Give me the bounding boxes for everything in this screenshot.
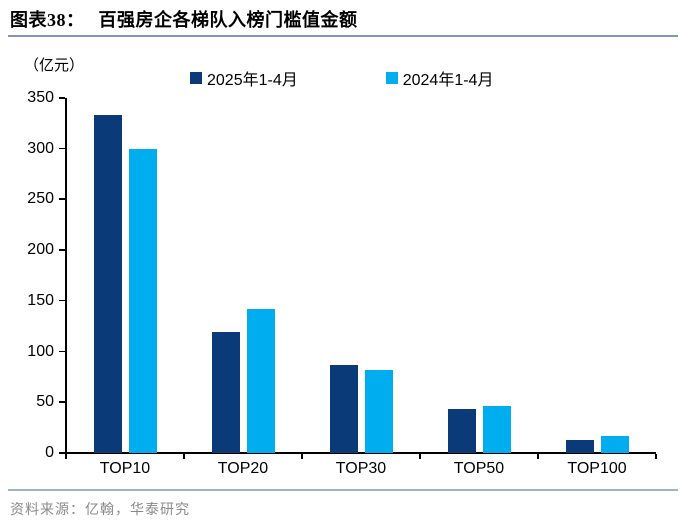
x-axis-label-top20: TOP20	[217, 460, 269, 477]
x-axis-tick	[301, 454, 303, 459]
y-axis-tick	[59, 198, 65, 200]
legend-label: 2024年1-4月	[402, 72, 494, 89]
x-axis-label-top50: TOP50	[453, 460, 505, 477]
figure-title: 百强房企各梯队入榜门槛值金额	[98, 10, 358, 30]
y-axis-tick	[59, 401, 65, 403]
x-axis-tick	[183, 454, 185, 459]
y-axis	[65, 98, 67, 453]
legend: 2025年1-4月 2024年1-4月	[190, 66, 493, 90]
y-axis-tick	[59, 249, 65, 251]
legend-swatch-icon	[190, 72, 202, 84]
y-axis-tick-label: 350	[27, 89, 54, 106]
x-axis-tick	[655, 454, 657, 459]
y-axis-unit-label: （亿元）	[24, 57, 85, 74]
source-note: 资料来源：亿翰，华泰研究	[10, 503, 190, 518]
bottom-divider	[8, 489, 678, 491]
bar-top30-2025	[329, 364, 358, 453]
x-axis-tick	[537, 454, 539, 459]
y-axis-tick	[59, 452, 65, 454]
y-axis-tick-label: 100	[27, 342, 54, 360]
chart-area: （亿元） 2025年1-4月 2024年1-4月 0 50 100 150 200 250 3…	[0, 40, 700, 489]
x-axis-label-top30: TOP30	[335, 460, 387, 477]
figure-number-label: 图表38：	[10, 10, 85, 30]
y-axis-tick	[59, 97, 65, 99]
y-axis-tick-label: 50	[36, 393, 54, 411]
y-axis-tick-label: 200	[27, 241, 54, 259]
legend-item-2024: 2024年1-4月	[385, 66, 494, 90]
bar-top10-2024	[128, 148, 157, 453]
figure-title-row: 图表38： 百强房企各梯队入榜门槛值金额	[10, 6, 690, 32]
bar-top50-2025	[447, 409, 476, 453]
bar-top30-2024	[364, 369, 393, 453]
y-axis-tick-label: 250	[27, 190, 54, 208]
legend-label: 2025年1-4月	[207, 72, 298, 89]
bar-top20-2025	[211, 332, 240, 453]
x-axis-tick	[65, 454, 67, 459]
y-axis-tick-label: 0	[45, 444, 54, 461]
bar-top100-2025	[565, 439, 594, 453]
y-axis-tick-label: 150	[27, 291, 54, 309]
title-divider	[8, 35, 678, 37]
y-axis-tick-label: 300	[27, 139, 54, 157]
x-axis-label-top100: TOP100	[567, 460, 627, 477]
legend-item-2025: 2025年1-4月	[190, 66, 298, 90]
x-axis-label-top10: TOP10	[99, 460, 151, 477]
x-axis-tick	[419, 454, 421, 459]
bar-top10-2025	[93, 115, 122, 453]
bar-top100-2024	[600, 435, 629, 453]
legend-swatch-icon	[385, 72, 398, 84]
y-axis-tick	[59, 299, 65, 302]
bar-top20-2024	[246, 308, 275, 453]
bar-top50-2024	[482, 406, 511, 453]
x-axis	[65, 452, 656, 454]
y-axis-tick	[59, 350, 65, 353]
y-axis-tick	[59, 147, 65, 150]
